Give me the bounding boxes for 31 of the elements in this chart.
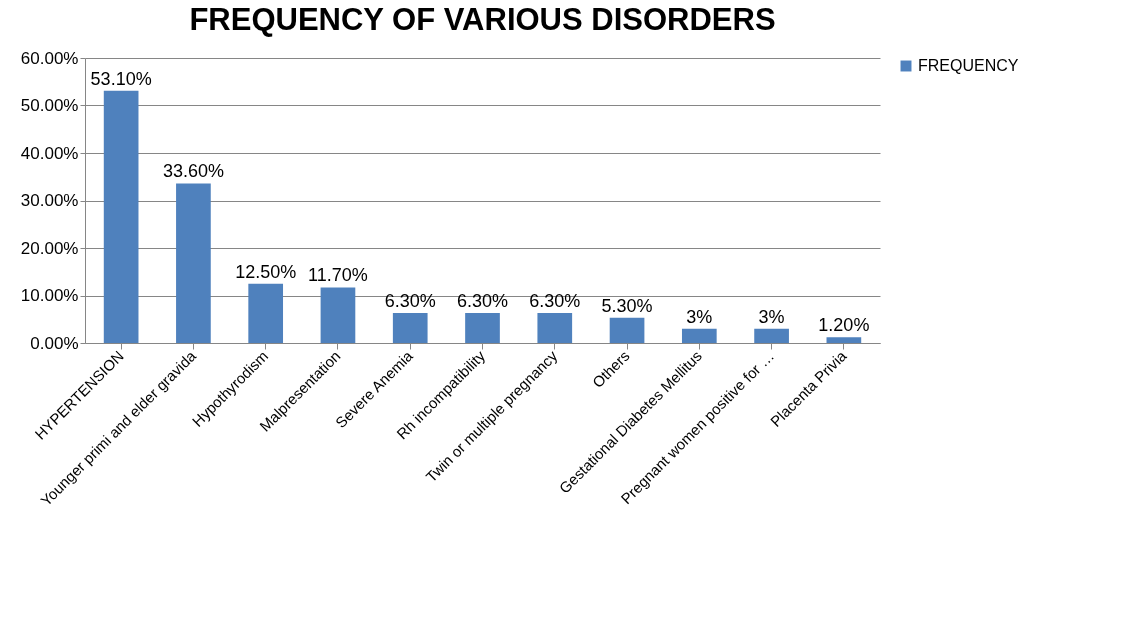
text: 6.30% xyxy=(529,291,581,312)
bar xyxy=(681,328,717,343)
y-tick-label: 20.00% xyxy=(20,238,79,258)
text: 3% xyxy=(686,306,713,327)
text: 6.30% xyxy=(384,291,436,312)
text: 53.10% xyxy=(90,68,152,89)
y-tick-label: 10.00% xyxy=(20,286,79,305)
bar xyxy=(248,283,284,343)
text: 33.60% xyxy=(162,161,224,182)
bar xyxy=(103,90,139,343)
bar xyxy=(465,313,500,343)
bar xyxy=(537,313,573,343)
bar xyxy=(176,183,211,343)
y-tick-label: 60.00% xyxy=(20,48,79,68)
bar xyxy=(609,317,645,343)
y-tick-label: 30.00% xyxy=(20,191,79,210)
y-tick-label: 0.00% xyxy=(30,333,79,353)
bar xyxy=(320,287,356,343)
y-tick-label: 50.00% xyxy=(20,96,79,115)
text: 3% xyxy=(758,306,785,327)
text: 12.50% xyxy=(235,261,297,282)
bar xyxy=(754,328,789,343)
bar xyxy=(392,313,428,343)
text: 1.20% xyxy=(818,315,870,336)
text: 11.70% xyxy=(308,265,368,286)
text: 5.30% xyxy=(601,295,653,316)
y-tick-label: 40.00% xyxy=(20,143,79,163)
bar xyxy=(826,337,862,343)
legend-label: FREQUENCY xyxy=(918,57,1019,74)
chart-title: FREQUENCY OF VARIOUS DISORDERS xyxy=(189,2,776,37)
text: 6.30% xyxy=(456,291,509,312)
